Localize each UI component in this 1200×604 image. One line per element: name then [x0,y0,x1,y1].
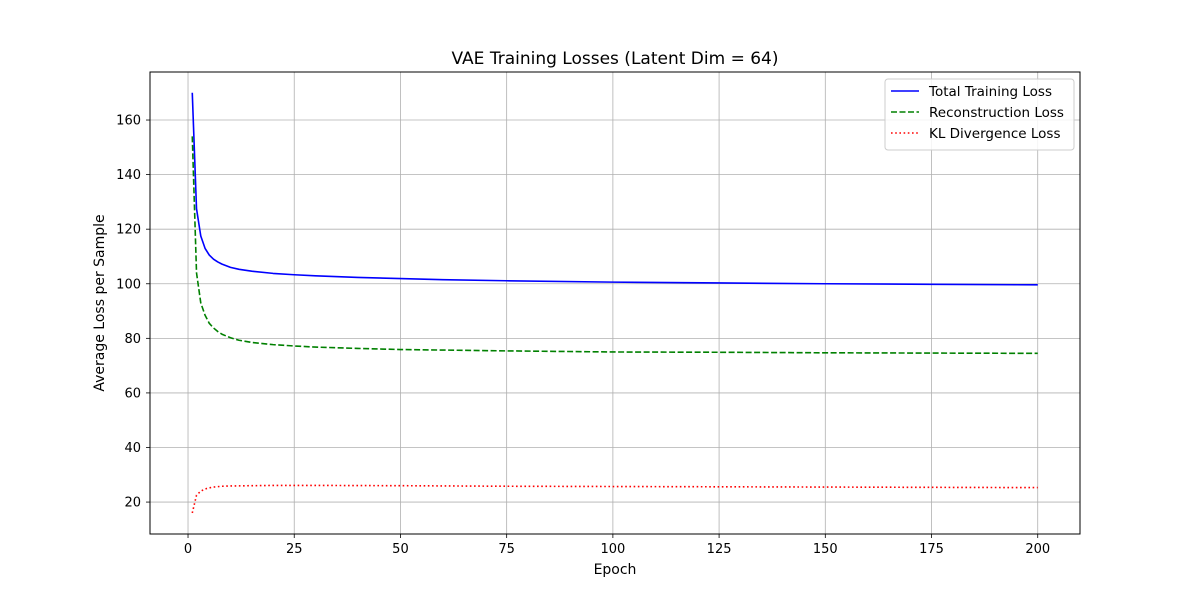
legend-box [884,78,1075,151]
x-tick-label: 150 [813,542,838,557]
axis-ticks: 0 25 50 75 100 125 150 175 200 20 40 60 80 100 120 140 1… [116,114,1050,557]
legend-label-2: Reconstruction Loss [929,105,1064,121]
x-tick-label: 100 [600,542,625,557]
chart-title: VAE Training Losses (Latent Dim = 64) [452,49,779,69]
legend: Total Training Loss Reconstruction Loss KL… [884,78,1075,151]
x-tick-label: 175 [919,542,944,557]
x-tick-label: 50 [392,542,409,557]
legend-label-3: KL Divergence Loss [929,126,1060,142]
y-tick-label: 140 [116,168,141,183]
y-tick-label: 20 [124,496,141,511]
x-tick-label: 0 [184,542,192,557]
y-tick-label: 120 [116,223,141,238]
x-tick-label: 125 [707,542,732,557]
y-axis-label: Average Loss per Sample [92,214,108,391]
series-line-1 [191,92,1038,286]
x-tick-label: 75 [498,542,515,557]
x-axis-label: Epoch [594,562,637,578]
series-line-2 [191,136,1038,355]
y-tick-label: 160 [116,114,141,129]
y-tick-label: 80 [124,332,141,347]
y-tick-label: 60 [124,386,141,401]
x-tick-label: 25 [286,542,303,557]
x-tick-label: 200 [1025,542,1050,557]
plot-frame [149,71,1081,535]
y-tick-label: 100 [116,277,141,292]
y-tick-label: 40 [124,441,141,456]
series-lines [191,92,1038,514]
legend-label-1: Total Training Loss [928,84,1052,100]
series-line-3 [191,484,1038,514]
